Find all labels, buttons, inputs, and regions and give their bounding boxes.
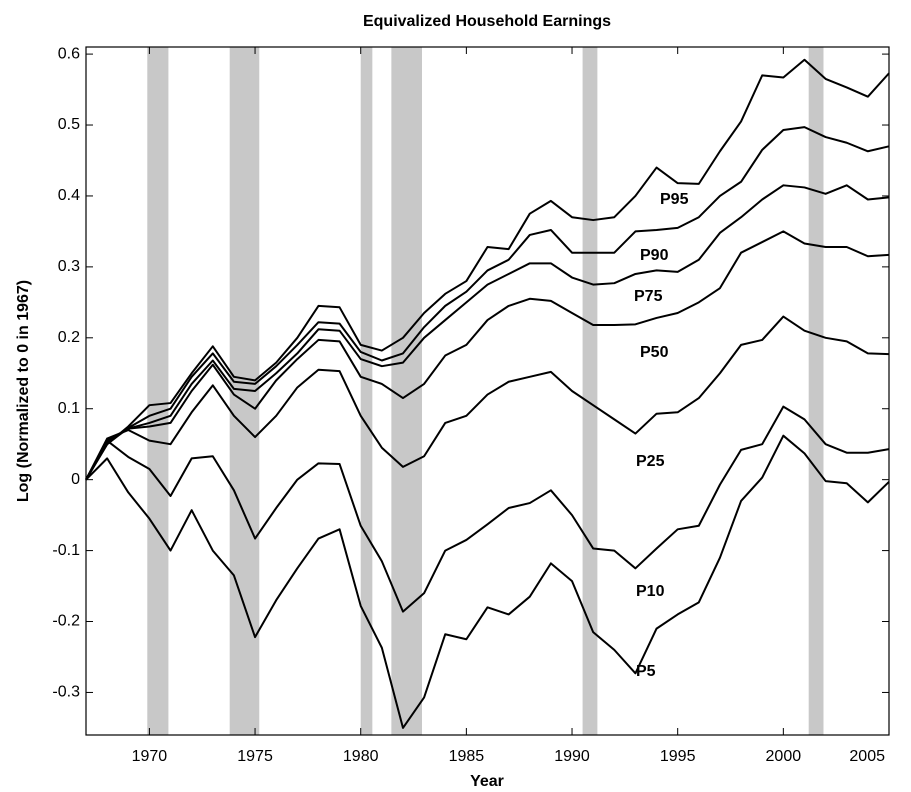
y-tick-label: -0.1 [52,542,80,559]
series-line [85,126,890,481]
y-tick-label: 0.6 [58,45,80,62]
recession-band [808,47,824,735]
recession-band [360,47,373,735]
y-tick-label: 0.5 [58,116,80,133]
y-axis-label: Log (Normalized to 0 in 1967) [15,280,32,502]
y-tick-label: -0.2 [52,613,80,630]
x-tick-label: 2005 [849,748,885,765]
x-axis-label: Year [470,773,504,790]
plot-frame [85,46,890,736]
y-tick-label: 0.3 [58,258,80,275]
series-line [85,230,890,481]
series-label: P50 [640,344,669,361]
y-tick-label: 0.1 [58,400,80,417]
x-tick-label: 1985 [449,748,485,765]
y-tick-label: -0.3 [52,684,80,701]
y-tick-label: 0.4 [58,187,80,204]
x-tick-label: 1970 [132,748,168,765]
x-tick-label: 1990 [554,748,590,765]
x-tick-label: 1975 [237,748,273,765]
series-label: P75 [634,288,663,305]
series-label: P95 [660,191,689,208]
x-tick-label: 1995 [660,748,696,765]
series-label: P10 [636,583,665,600]
recession-band [147,47,169,735]
series-label: P5 [636,663,656,680]
x-tick-label: 2000 [766,748,802,765]
y-tick-label: 0.2 [58,329,80,346]
series-line [85,405,890,613]
series-line [85,434,890,729]
series-line [85,58,890,481]
series-line [85,315,890,481]
chart-title: Equivalized Household Earnings [363,13,611,30]
y-tick-label: 0 [71,471,80,488]
series-label: P90 [640,247,669,264]
recession-band [391,47,422,735]
x-tick-label: 1980 [343,748,379,765]
recession-band [582,47,598,735]
series-line [85,184,890,481]
series-label: P25 [636,453,665,470]
